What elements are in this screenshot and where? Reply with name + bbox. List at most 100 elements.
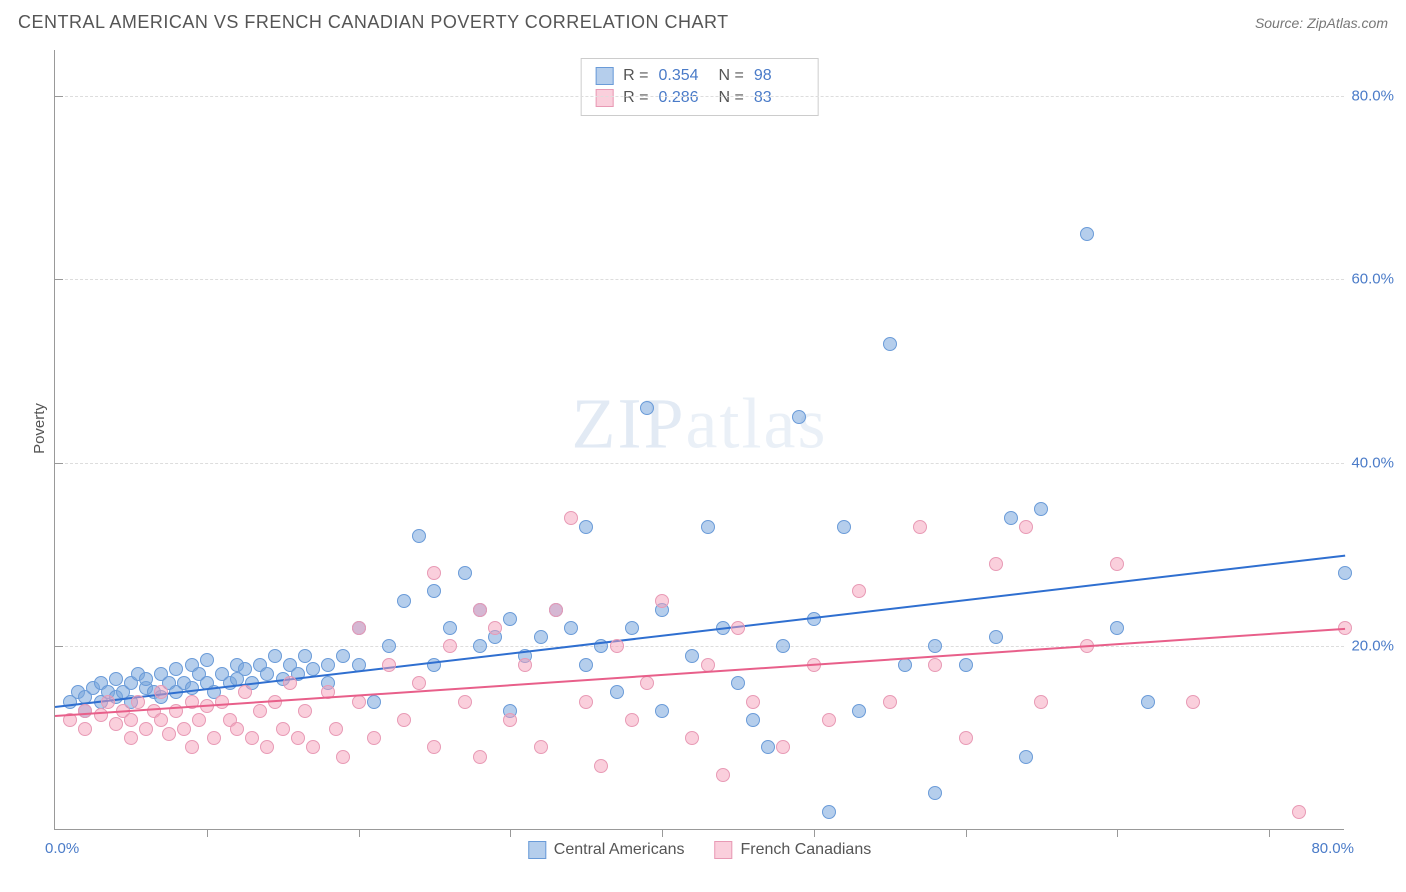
data-point (397, 594, 411, 608)
data-point (1019, 520, 1033, 534)
data-point (336, 649, 350, 663)
data-point (101, 695, 115, 709)
data-point (579, 658, 593, 672)
data-point (124, 713, 138, 727)
data-point (746, 695, 760, 709)
x-tick (814, 829, 815, 837)
legend-item: French Canadians (714, 841, 871, 859)
chart-title: CENTRAL AMERICAN VS FRENCH CANADIAN POVE… (18, 12, 729, 33)
data-point (701, 520, 715, 534)
data-point (549, 603, 563, 617)
data-point (162, 727, 176, 741)
data-point (852, 704, 866, 718)
data-point (367, 731, 381, 745)
data-point (253, 704, 267, 718)
data-point (685, 649, 699, 663)
data-point (1080, 227, 1094, 241)
stats-row: R =0.286N =83 (595, 87, 804, 109)
data-point (928, 786, 942, 800)
x-tick (1269, 829, 1270, 837)
data-point (427, 566, 441, 580)
data-point (610, 685, 624, 699)
data-point (640, 401, 654, 415)
data-point (685, 731, 699, 745)
data-point (185, 740, 199, 754)
data-point (336, 750, 350, 764)
data-point (207, 731, 221, 745)
data-point (329, 722, 343, 736)
data-point (822, 805, 836, 819)
data-point (913, 520, 927, 534)
data-point (443, 639, 457, 653)
gridline (55, 96, 1344, 97)
data-point (852, 584, 866, 598)
x-tick (1117, 829, 1118, 837)
gridline (55, 279, 1344, 280)
x-tick (662, 829, 663, 837)
data-point (169, 662, 183, 676)
data-point (283, 676, 297, 690)
legend-swatch (528, 841, 546, 859)
gridline (55, 646, 1344, 647)
data-point (412, 529, 426, 543)
data-point (579, 520, 593, 534)
data-point (352, 621, 366, 635)
trend-line (55, 555, 1345, 708)
data-point (154, 685, 168, 699)
data-point (458, 695, 472, 709)
x-tick (359, 829, 360, 837)
data-point (321, 658, 335, 672)
legend-item: Central Americans (528, 841, 685, 859)
source-label: Source: ZipAtlas.com (1255, 15, 1388, 31)
data-point (594, 759, 608, 773)
data-point (1186, 695, 1200, 709)
data-point (94, 708, 108, 722)
data-point (534, 630, 548, 644)
x-axis-max-label: 80.0% (1311, 840, 1354, 857)
data-point (928, 658, 942, 672)
data-point (443, 621, 457, 635)
data-point (959, 658, 973, 672)
y-tick-label: 80.0% (1351, 87, 1394, 104)
legend-swatch (714, 841, 732, 859)
data-point (731, 676, 745, 690)
data-point (625, 713, 639, 727)
y-tick-label: 60.0% (1351, 271, 1394, 288)
data-point (488, 621, 502, 635)
data-point (837, 520, 851, 534)
data-point (298, 704, 312, 718)
data-point (776, 639, 790, 653)
data-point (139, 722, 153, 736)
data-point (503, 713, 517, 727)
data-point (1034, 695, 1048, 709)
data-point (716, 768, 730, 782)
data-point (518, 658, 532, 672)
data-point (1110, 621, 1124, 635)
data-point (139, 672, 153, 686)
data-point (185, 681, 199, 695)
y-axis-title: Poverty (31, 403, 48, 454)
data-point (238, 685, 252, 699)
data-point (382, 639, 396, 653)
data-point (200, 653, 214, 667)
data-point (131, 695, 145, 709)
data-point (610, 639, 624, 653)
data-point (655, 594, 669, 608)
data-point (260, 667, 274, 681)
data-point (177, 722, 191, 736)
data-point (473, 639, 487, 653)
data-point (928, 639, 942, 653)
data-point (579, 695, 593, 709)
data-point (78, 722, 92, 736)
data-point (298, 649, 312, 663)
data-point (989, 557, 1003, 571)
plot-area: ZIPatlas R =0.354N =98R =0.286N =83 0.0%… (54, 50, 1344, 830)
data-point (268, 649, 282, 663)
data-point (898, 658, 912, 672)
stats-row: R =0.354N =98 (595, 65, 804, 87)
x-tick (966, 829, 967, 837)
data-point (306, 740, 320, 754)
data-point (792, 410, 806, 424)
data-point (761, 740, 775, 754)
data-point (473, 750, 487, 764)
